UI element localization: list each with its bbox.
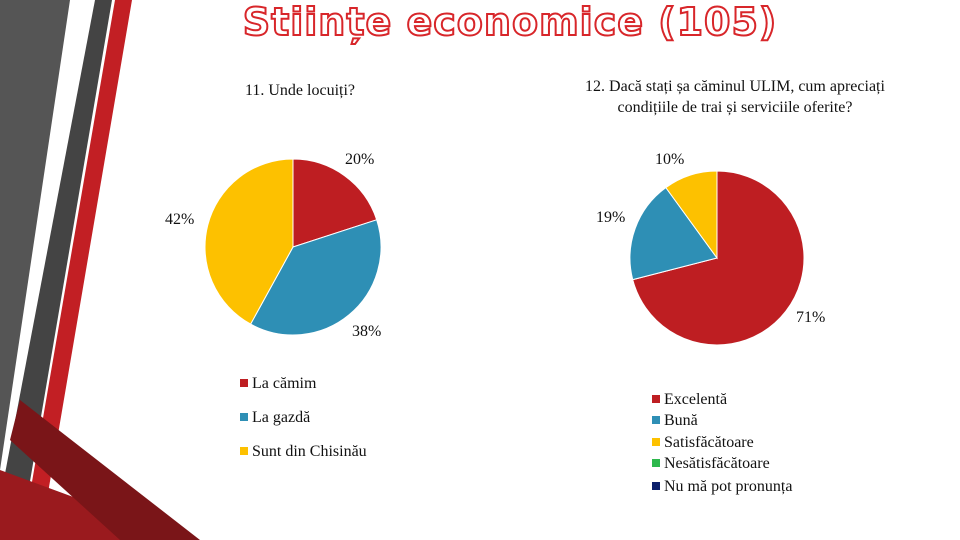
data-label: 42% bbox=[165, 211, 194, 228]
legend-swatch bbox=[652, 416, 660, 424]
legend-swatch bbox=[652, 482, 660, 490]
legend-label: Nesătisfăcătoare bbox=[664, 455, 770, 472]
chart-title: 11. Unde locuiți? bbox=[244, 82, 356, 99]
chart-title: 12. Dacă stați șa căminul ULIM, cum apre… bbox=[585, 78, 885, 116]
legend-swatch bbox=[652, 459, 660, 467]
data-label: 20% bbox=[345, 151, 374, 168]
decor-stripe bbox=[0, 0, 70, 470]
decor-stripe bbox=[0, 0, 112, 540]
data-label: 10% bbox=[655, 151, 684, 168]
pie-slice bbox=[665, 170, 718, 260]
legend-swatch bbox=[652, 395, 660, 403]
slide-title: Stiințe economice (105) bbox=[242, 0, 778, 45]
pie-slice bbox=[629, 186, 718, 281]
legend-swatch bbox=[652, 438, 660, 446]
legend-label: Satisfăcătoare bbox=[664, 434, 754, 451]
data-label: 38% bbox=[352, 323, 381, 340]
legend-label: Bună bbox=[664, 412, 698, 429]
legend-label: Sunt din Chisinău bbox=[252, 443, 367, 460]
legend-label: Excelentă bbox=[664, 391, 727, 408]
legend-swatch bbox=[240, 413, 248, 421]
decor-stripe bbox=[10, 400, 200, 540]
legend-label: La cămim bbox=[252, 375, 317, 392]
legend-swatch bbox=[240, 379, 248, 387]
data-label: 19% bbox=[596, 209, 625, 226]
pie-slice bbox=[204, 158, 294, 325]
data-label: 71% bbox=[796, 309, 825, 326]
pie-slice bbox=[292, 158, 378, 248]
legend-swatch bbox=[240, 447, 248, 455]
pie-slice bbox=[632, 170, 805, 346]
legend-label: La gazdă bbox=[252, 409, 310, 426]
legend-label: Nu mă pot pronunța bbox=[664, 478, 792, 495]
pie-slice bbox=[249, 219, 382, 336]
decor-stripe bbox=[22, 0, 132, 540]
